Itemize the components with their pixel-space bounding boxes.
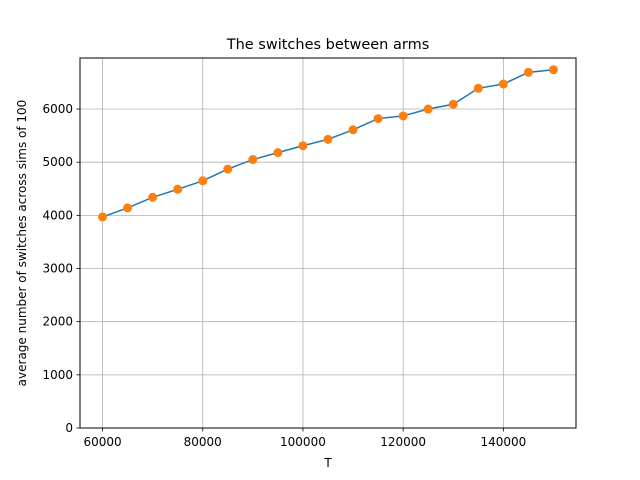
y-tick-label: 5000 <box>42 155 73 169</box>
data-point <box>148 192 158 202</box>
x-tick-label: 60000 <box>83 435 121 449</box>
data-point <box>323 134 333 144</box>
data-point <box>248 155 258 165</box>
data-point <box>173 184 183 194</box>
grid-lines <box>80 58 576 429</box>
y-tick-label: 2000 <box>42 315 73 329</box>
data-point <box>273 148 283 158</box>
data-point <box>198 176 208 186</box>
data-point <box>123 203 133 213</box>
plot-frame <box>79 57 577 429</box>
data-point <box>448 99 458 109</box>
data-point <box>398 111 408 121</box>
y-tick-label: 6000 <box>42 102 73 116</box>
data-point <box>498 79 508 89</box>
y-tick-label: 0 <box>65 421 73 435</box>
data-point <box>298 141 308 151</box>
y-tick-label: 3000 <box>42 262 73 276</box>
x-tick-label: 100000 <box>280 435 326 449</box>
series-layer <box>98 65 558 222</box>
y-axis-label: average number of switches across sims o… <box>15 100 29 387</box>
data-point <box>223 164 233 174</box>
x-tick-label: 120000 <box>380 435 426 449</box>
axis-ticks: 60000 80000 100000 120000 140000 0 1000 2000 300… <box>42 102 526 449</box>
x-tick-label: 80000 <box>184 435 222 449</box>
data-point <box>98 212 108 222</box>
data-point <box>473 83 483 93</box>
x-tick-label: 140000 <box>480 435 526 449</box>
x-axis-label: T <box>323 456 332 470</box>
y-tick-label: 1000 <box>42 368 73 382</box>
data-point <box>348 125 358 135</box>
data-point <box>373 114 383 124</box>
chart-title: The switches between arms <box>226 37 430 53</box>
data-point <box>423 104 433 114</box>
data-point <box>523 67 533 77</box>
data-point <box>548 65 558 75</box>
y-tick-label: 4000 <box>42 208 73 222</box>
